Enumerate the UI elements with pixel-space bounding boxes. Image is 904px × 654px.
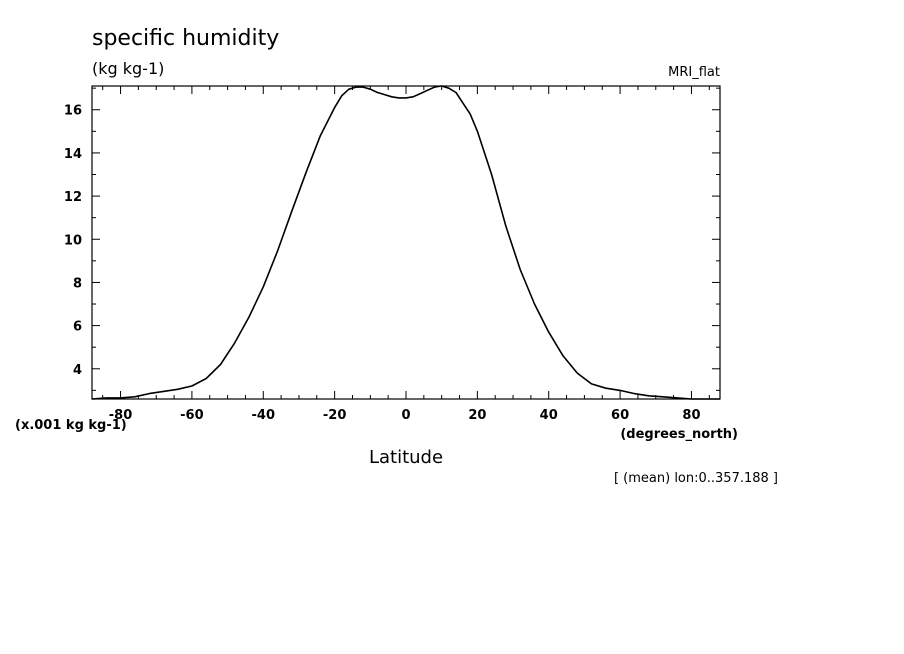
x-tick-label: -20 xyxy=(323,408,347,423)
chart-title: specific humidity xyxy=(92,26,279,51)
y-tick-label: 6 xyxy=(73,320,82,335)
plot-border xyxy=(91,85,721,400)
y-tick-label: 16 xyxy=(64,104,82,119)
x-tick-label: 40 xyxy=(540,408,558,423)
series-layer xyxy=(91,85,720,400)
y-tick-label: 10 xyxy=(64,233,82,248)
x-tick-label: -60 xyxy=(180,408,204,423)
mean-label: [ (mean) lon:0..357.188 ] xyxy=(614,471,778,486)
x-tick-label: 80 xyxy=(682,408,700,423)
x-tick-label: 0 xyxy=(401,408,410,423)
y-tick-label: 4 xyxy=(73,363,82,378)
x-tick-label: 60 xyxy=(611,408,629,423)
x-axis: -80 -60 -40 -20 0 20 40 60 80 xyxy=(102,86,710,423)
y-tick-label: 8 xyxy=(73,276,82,291)
model-label: MRI_flat xyxy=(668,65,720,80)
scale-label: (x.001 kg kg-1) xyxy=(15,418,127,433)
y-tick-label: 14 xyxy=(64,147,82,162)
plot-frame xyxy=(91,85,721,400)
units-label: (kg kg-1) xyxy=(92,59,164,78)
x-tick-label: -80 xyxy=(109,408,133,423)
y-tick-label: 12 xyxy=(64,190,82,205)
x-tick-label: 20 xyxy=(468,408,486,423)
series-line xyxy=(91,85,720,400)
x-tick-label: -40 xyxy=(252,408,276,423)
x-axis-title: Latitude xyxy=(369,447,443,468)
x-units-label: (degrees_north) xyxy=(620,427,738,442)
y-axis: 4 6 8 10 12 14 16 xyxy=(64,87,720,391)
